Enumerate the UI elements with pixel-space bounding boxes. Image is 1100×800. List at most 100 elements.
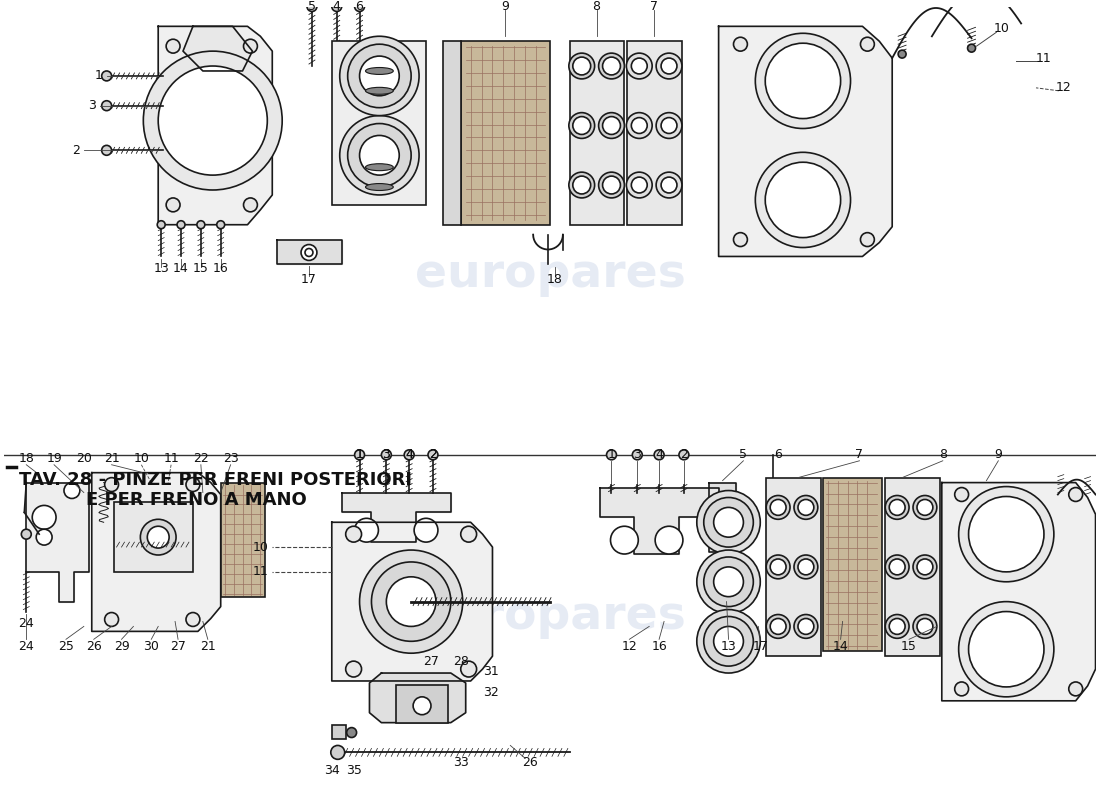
Circle shape: [632, 450, 642, 460]
Circle shape: [573, 117, 591, 134]
Circle shape: [715, 494, 730, 510]
Circle shape: [461, 526, 476, 542]
Circle shape: [704, 498, 754, 547]
Text: 28: 28: [453, 654, 469, 668]
Circle shape: [626, 53, 652, 79]
Text: 3: 3: [383, 448, 390, 462]
Circle shape: [661, 58, 676, 74]
Circle shape: [770, 499, 786, 515]
Polygon shape: [26, 482, 89, 602]
Text: 10: 10: [252, 541, 268, 554]
Circle shape: [631, 177, 647, 193]
Ellipse shape: [365, 183, 394, 190]
Text: 10: 10: [133, 452, 150, 466]
Text: 23: 23: [222, 452, 239, 466]
Circle shape: [734, 38, 747, 51]
Circle shape: [913, 555, 937, 579]
Circle shape: [414, 518, 438, 542]
Circle shape: [354, 518, 378, 542]
Circle shape: [354, 2, 364, 11]
Circle shape: [889, 559, 905, 575]
Text: 17: 17: [301, 273, 317, 286]
Text: 22: 22: [192, 452, 209, 466]
Circle shape: [166, 198, 180, 212]
Circle shape: [101, 146, 111, 155]
Ellipse shape: [365, 87, 394, 94]
Circle shape: [798, 559, 814, 575]
Text: 4: 4: [656, 448, 663, 462]
Circle shape: [767, 555, 790, 579]
Text: 8: 8: [938, 448, 947, 462]
Circle shape: [766, 43, 840, 118]
Text: 6: 6: [774, 448, 782, 462]
Circle shape: [626, 172, 652, 198]
Circle shape: [360, 550, 463, 654]
Circle shape: [917, 499, 933, 515]
Text: TAV. 28 - PINZE PER FRENI POSTERIORI: TAV. 28 - PINZE PER FRENI POSTERIORI: [20, 470, 412, 489]
Circle shape: [955, 487, 969, 502]
Circle shape: [301, 245, 317, 261]
Polygon shape: [91, 473, 221, 631]
Circle shape: [770, 559, 786, 575]
Bar: [396, 685, 448, 722]
Text: 4: 4: [333, 0, 341, 13]
Circle shape: [348, 44, 411, 108]
Text: 19: 19: [46, 452, 62, 466]
Text: 33: 33: [453, 756, 469, 769]
Text: 16: 16: [212, 262, 229, 275]
Circle shape: [656, 53, 682, 79]
Circle shape: [610, 526, 638, 554]
Polygon shape: [942, 482, 1096, 701]
Text: 14: 14: [173, 262, 189, 275]
Circle shape: [631, 118, 647, 134]
Circle shape: [352, 73, 367, 89]
Text: 3: 3: [383, 448, 390, 462]
Circle shape: [696, 610, 760, 673]
Circle shape: [243, 198, 257, 212]
Circle shape: [661, 177, 676, 193]
Text: 35: 35: [345, 764, 362, 777]
Circle shape: [166, 39, 180, 53]
Circle shape: [157, 221, 165, 229]
Circle shape: [345, 526, 362, 542]
Ellipse shape: [365, 67, 394, 74]
Circle shape: [345, 661, 362, 677]
Circle shape: [332, 2, 342, 11]
Text: 15: 15: [901, 640, 917, 653]
Circle shape: [794, 555, 817, 579]
Circle shape: [573, 176, 591, 194]
Circle shape: [360, 56, 399, 96]
Text: 15: 15: [192, 262, 209, 275]
Bar: [332, 725, 345, 738]
Circle shape: [331, 746, 344, 759]
Circle shape: [631, 58, 647, 74]
Polygon shape: [718, 26, 892, 257]
Circle shape: [372, 562, 451, 642]
Text: 1: 1: [95, 70, 102, 82]
Circle shape: [569, 172, 595, 198]
Circle shape: [569, 53, 595, 79]
Text: 14: 14: [833, 640, 848, 653]
Circle shape: [21, 530, 31, 539]
Circle shape: [386, 577, 436, 626]
Text: 24: 24: [19, 617, 34, 630]
Text: 7: 7: [650, 0, 658, 13]
Circle shape: [603, 176, 620, 194]
Circle shape: [886, 495, 909, 519]
Circle shape: [428, 450, 438, 460]
Text: 27: 27: [424, 654, 439, 668]
Text: 17: 17: [752, 640, 768, 653]
Bar: [886, 478, 939, 656]
Text: 12: 12: [621, 640, 637, 653]
Circle shape: [886, 555, 909, 579]
Circle shape: [714, 567, 744, 597]
Bar: [823, 478, 882, 651]
Circle shape: [158, 66, 267, 175]
Circle shape: [1069, 682, 1082, 696]
Circle shape: [756, 152, 850, 247]
Polygon shape: [342, 493, 451, 542]
Text: 20: 20: [76, 452, 91, 466]
Circle shape: [696, 550, 760, 614]
Circle shape: [955, 682, 969, 696]
Circle shape: [36, 530, 52, 545]
